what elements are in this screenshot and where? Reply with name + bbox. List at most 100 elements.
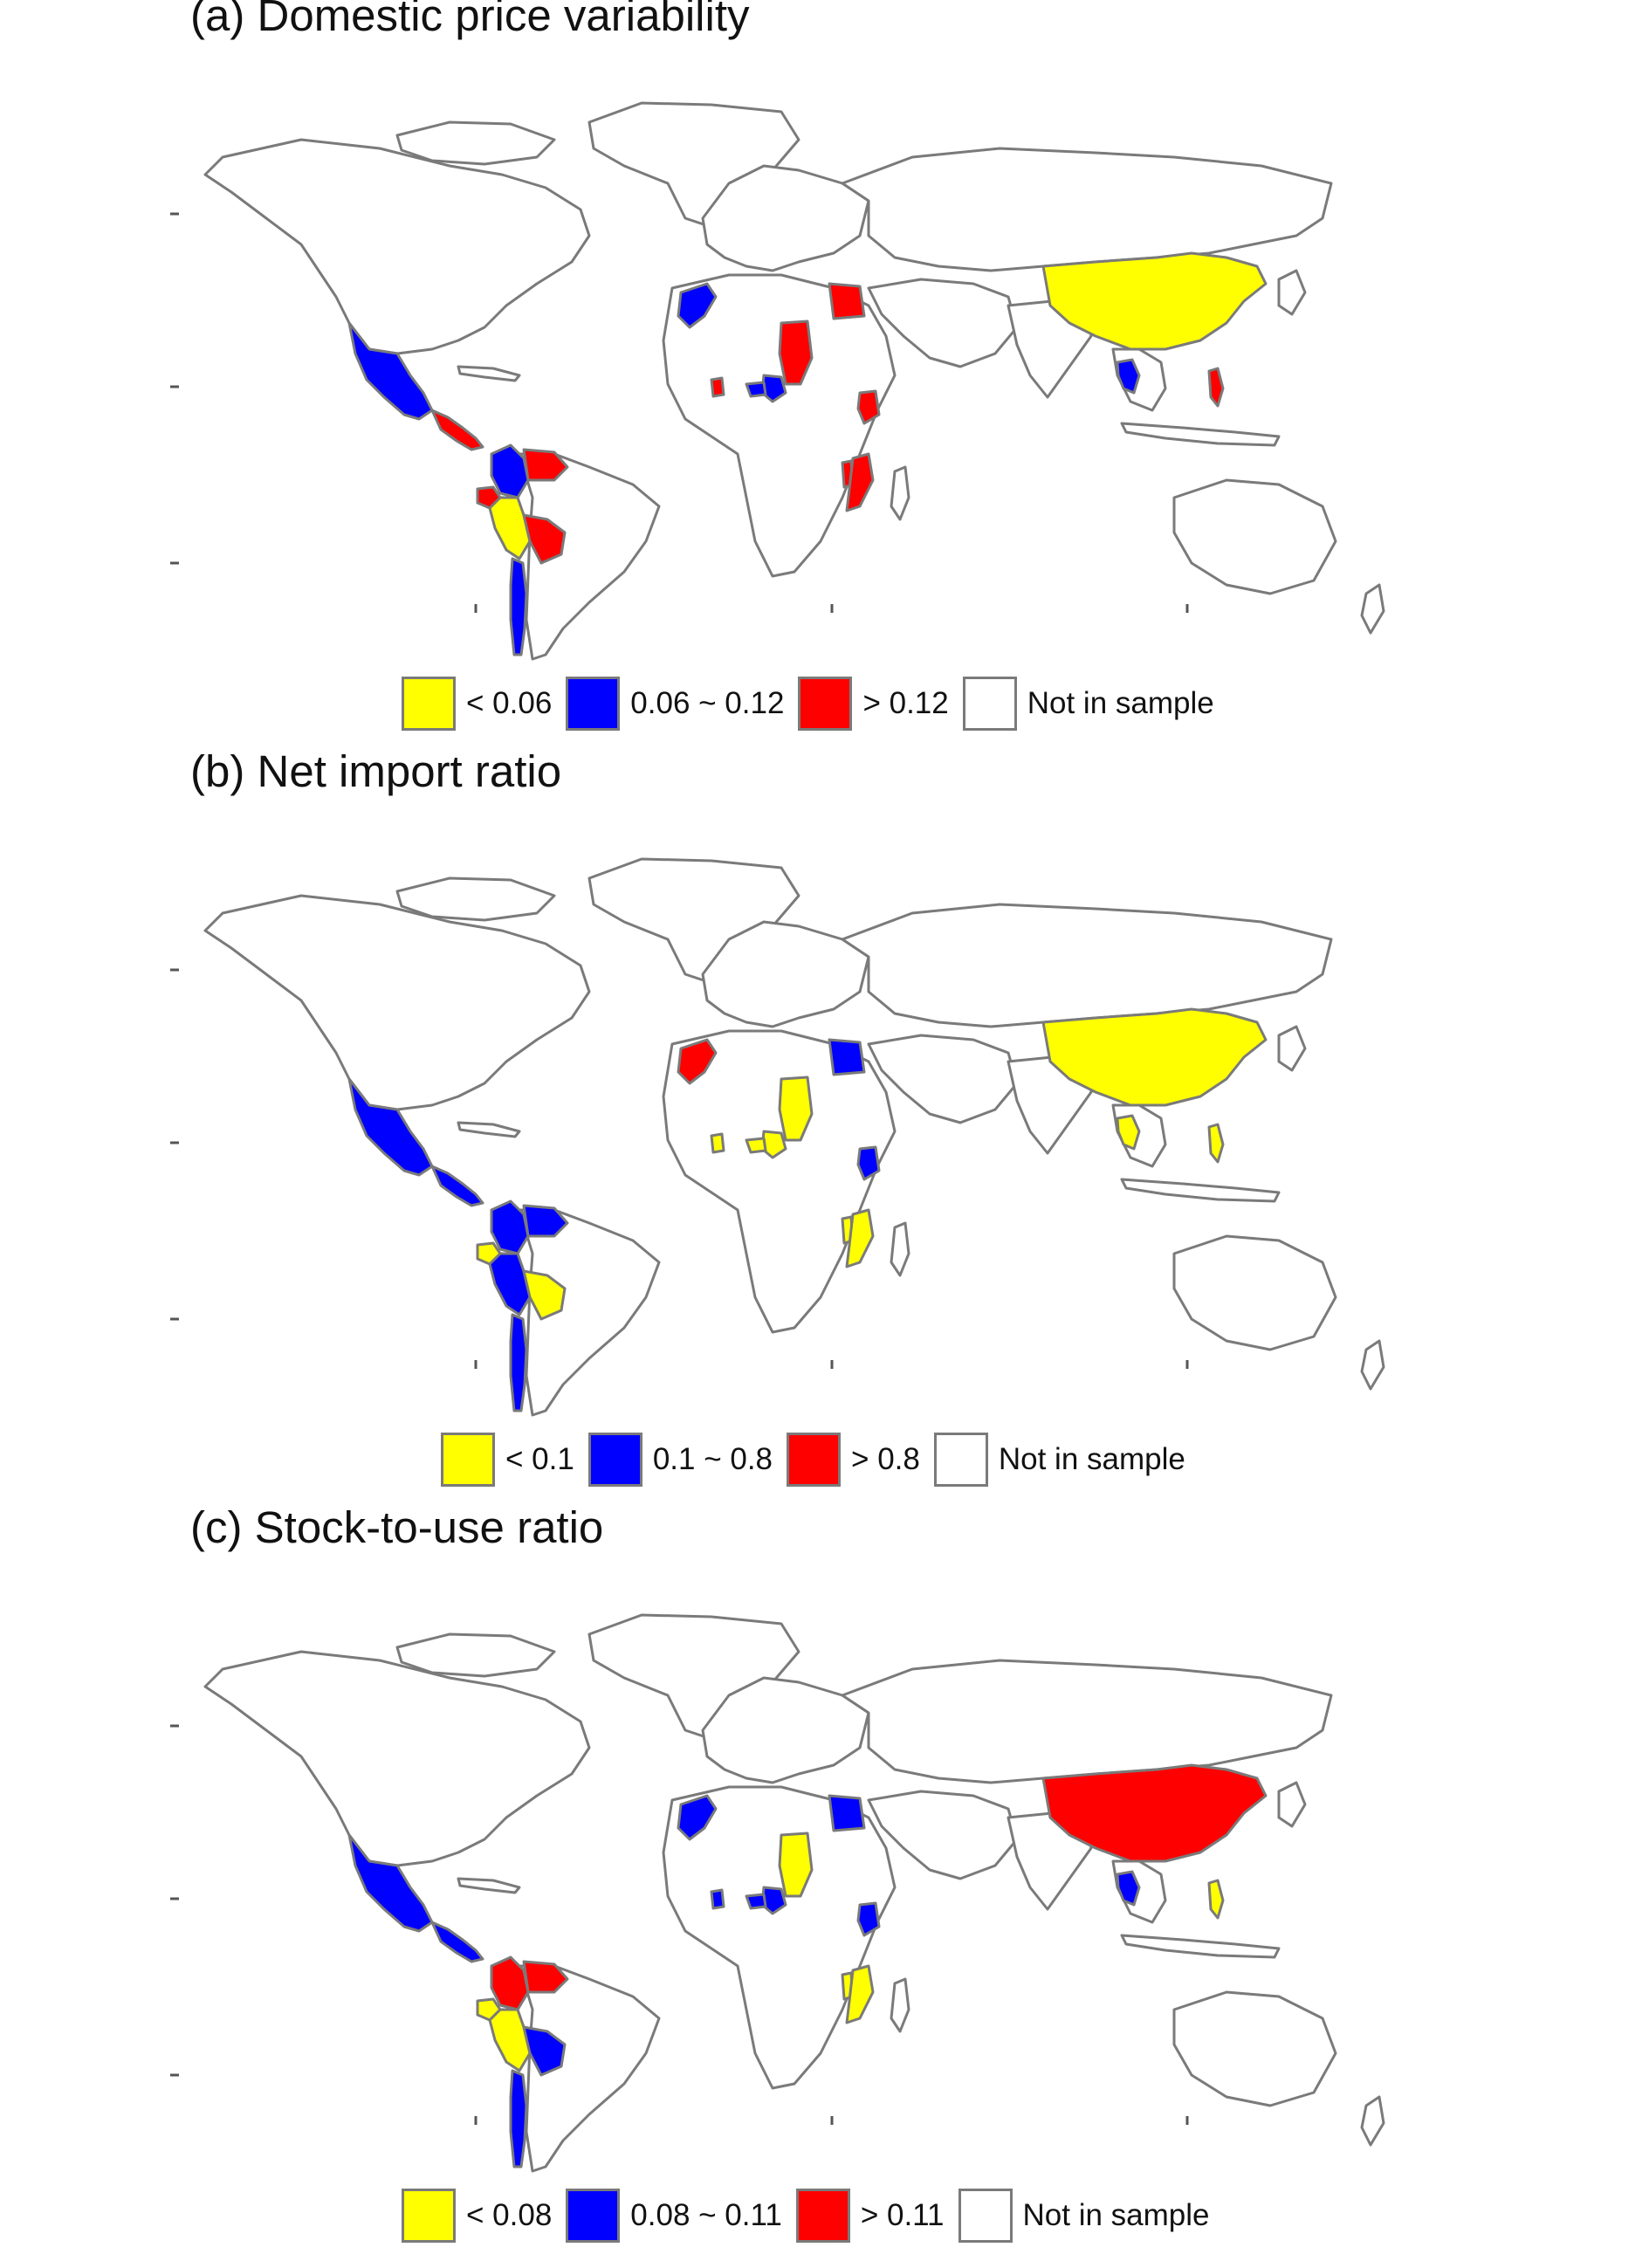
philippines [1207,367,1225,408]
colombia [490,1199,530,1255]
asia-north [841,1659,1333,1784]
legend-label: 0.1 ~ 0.8 [652,1442,773,1476]
legend-item: Not in sample [958,2189,1210,2243]
europe [701,1676,870,1784]
legend-item: > 0.11 [795,2189,945,2243]
madagascar [890,1221,910,1277]
thailand [1116,1870,1141,1907]
middle-east [867,1790,1019,1880]
arctic-islands [395,120,556,166]
middle-east [867,1034,1019,1124]
kenya [856,389,881,425]
chad [778,1076,814,1142]
map-panel: (b) Net import ratio [0,746,1649,1512]
legend-swatch [566,677,621,731]
legend-swatch [798,677,853,731]
panel-title: (a) Domestic price variability [190,0,750,40]
colombia [490,443,530,499]
central-america [430,409,484,451]
legend-swatch [787,1433,842,1487]
chile [509,1313,528,1412]
thailand [1116,1114,1141,1151]
mexico [347,1077,434,1177]
south-america [518,452,661,661]
new-zealand [1360,1339,1385,1391]
europe [701,920,870,1028]
south-america [518,1208,661,1417]
legend: < 0.06 0.06 ~ 0.12 > 0.12 Not in sample [402,674,1228,733]
legend-item: Not in sample [933,1433,1185,1487]
map-panel: (c) Stock-to-use ratio [0,1502,1649,2268]
australia [1172,1990,1337,2107]
legend-swatch [566,2189,621,2243]
indonesia [1120,422,1281,447]
bolivia [522,513,567,565]
nigeria-south [745,1893,767,1910]
philippines [1207,1879,1225,1920]
ghana [710,1132,725,1154]
world-map [170,101,1385,661]
legend-item: 0.1 ~ 0.8 [587,1433,773,1487]
legend-label: Not in sample [1027,686,1214,720]
morocco [677,1794,718,1841]
bolivia [522,1269,567,1321]
venezuela [522,1960,569,1994]
legend-swatch [402,2189,456,2243]
thailand [1116,358,1141,395]
caribbean [457,1877,521,1894]
venezuela [522,1204,569,1238]
asia-north [841,903,1333,1028]
mexico [347,321,434,421]
legend-swatch [587,1433,642,1487]
legend-item: > 0.8 [787,1433,920,1487]
nigeria-south [745,381,767,398]
world-map [170,857,1385,1417]
caribbean [457,1121,521,1138]
australia [1172,1234,1337,1351]
legend-label: > 0.8 [851,1442,920,1476]
japan [1277,1025,1307,1072]
egypt [828,282,866,320]
legend-label: > 0.11 [860,2198,945,2232]
central-america [430,1165,484,1207]
chad [778,320,814,386]
egypt [828,1038,866,1076]
asia-north [841,147,1333,272]
legend-item: > 0.12 [798,677,949,731]
south-america [518,1964,661,2173]
legend-swatch [962,677,1017,731]
legend-label: < 0.1 [505,1442,574,1476]
china [1041,1763,1268,1863]
north-america [203,894,591,1111]
mexico [347,1833,434,1933]
north-america [203,138,591,355]
madagascar [890,465,910,521]
legend-label: Not in sample [1022,2198,1210,2232]
colombia [490,1955,530,2011]
indonesia [1120,1934,1281,1959]
legend-label: Not in sample [998,1442,1185,1476]
australia [1172,478,1337,595]
legend-swatch [441,1433,495,1487]
panel-title: (c) Stock-to-use ratio [190,1502,604,1552]
central-america [430,1921,484,1963]
legend-label: 0.08 ~ 0.11 [630,2198,782,2232]
peru [488,2008,532,2072]
legend-item: < 0.1 [441,1433,574,1487]
legend-item: < 0.06 [402,677,552,731]
philippines [1207,1123,1225,1164]
peru [488,496,532,560]
indonesia [1120,1178,1281,1203]
panel-title: (b) Net import ratio [190,746,562,796]
legend-label: > 0.12 [862,686,949,720]
europe [701,164,870,272]
chad [778,1832,814,1898]
legend-item: 0.08 ~ 0.11 [566,2189,782,2243]
mozambique [845,1964,875,2024]
legend-label: < 0.08 [466,2198,553,2232]
arctic-islands [395,876,556,922]
ghana [710,1888,725,1910]
mozambique [845,452,875,512]
legend-swatch [402,677,456,731]
legend-label: < 0.06 [466,686,553,720]
